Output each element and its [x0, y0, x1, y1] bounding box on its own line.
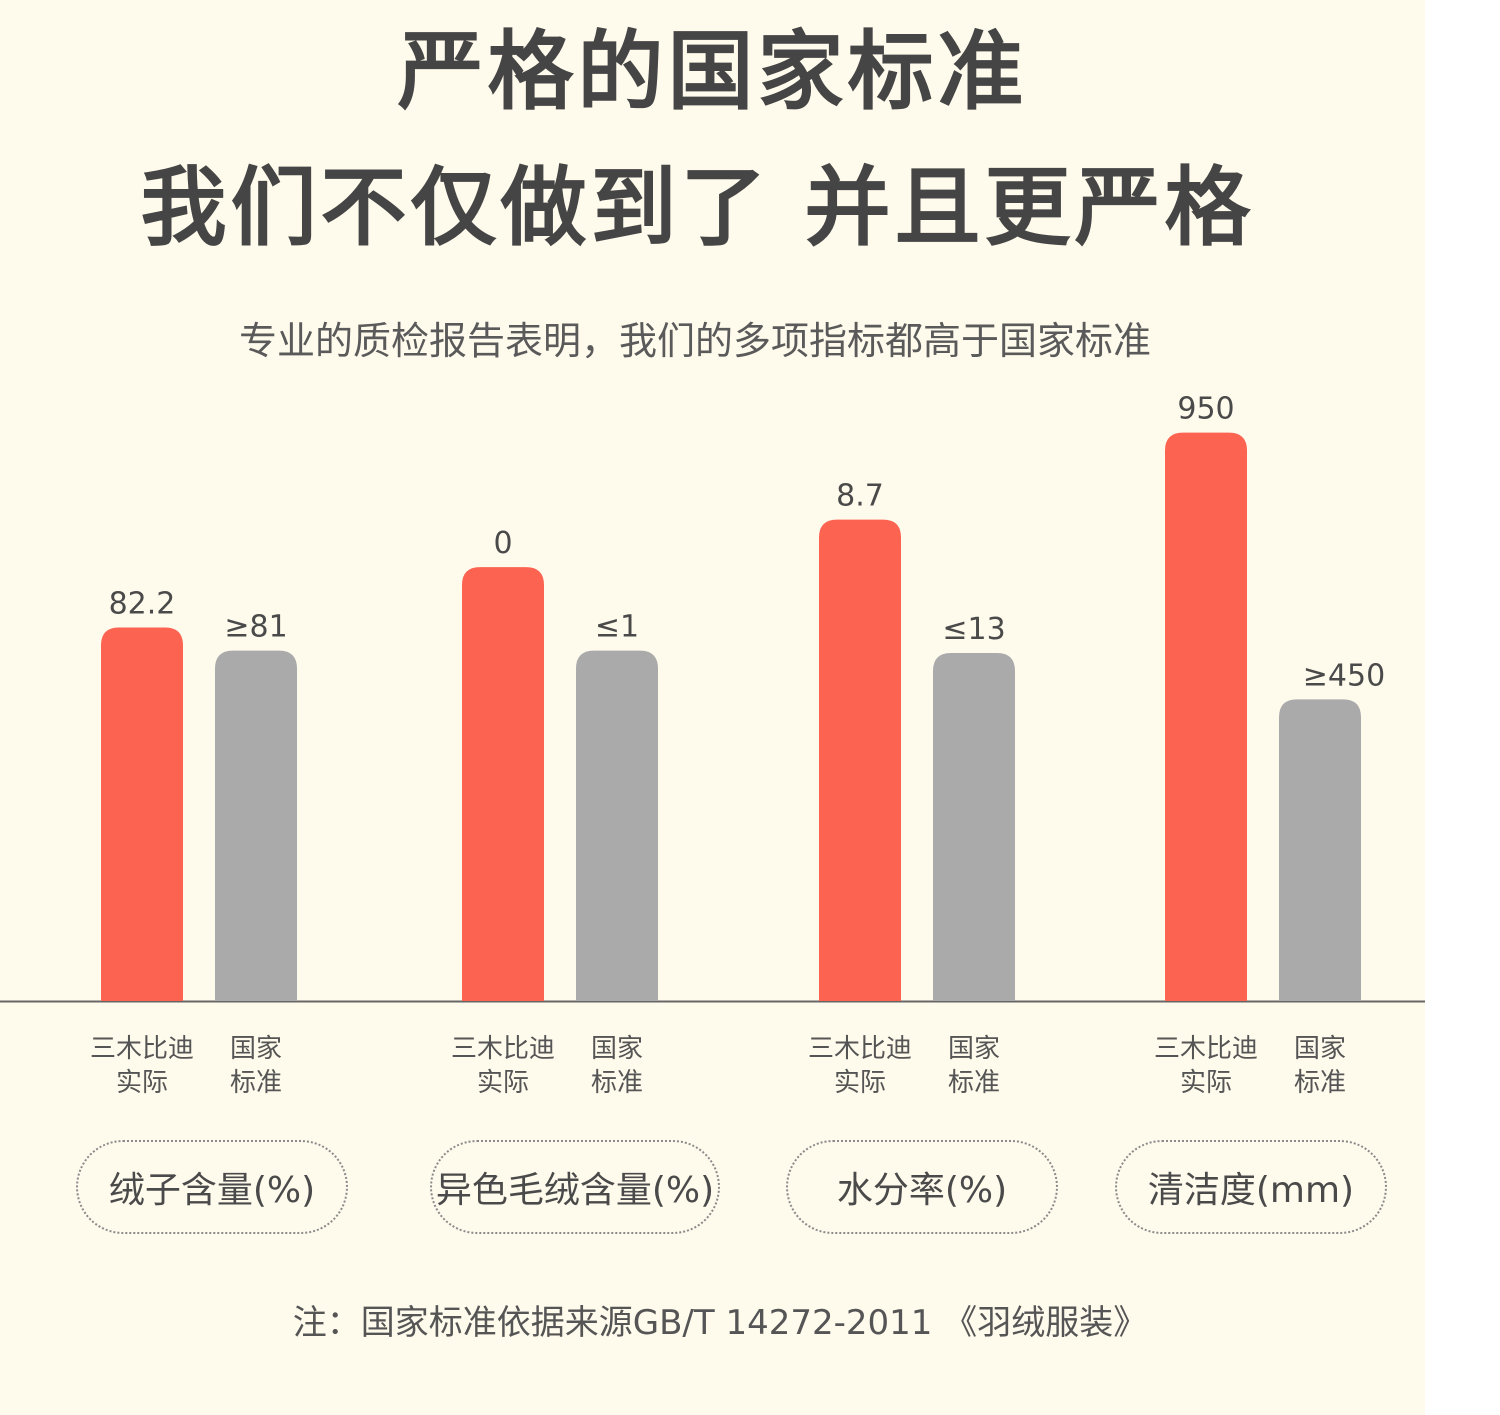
value-label-standard: ≥81 — [224, 610, 287, 645]
category-label: 清洁度(mm) — [1115, 1140, 1387, 1234]
bar-legend-actual: 三木比迪 实际 — [89, 1034, 194, 1098]
value-label-standard: ≥450 — [1303, 658, 1385, 693]
bar-actual — [819, 519, 901, 1001]
value-label-actual: 8.7 — [836, 479, 884, 514]
category-label: 异色毛绒含量(%) — [430, 1140, 720, 1234]
value-label-actual: 0 — [493, 526, 512, 561]
bar-legend-standard: 国家 标准 — [947, 1034, 1000, 1098]
category-label: 绒子含量(%) — [76, 1140, 348, 1234]
bar-standard — [576, 650, 658, 1001]
bar-standard — [1279, 699, 1361, 1001]
subtitle: 专业的质检报告表明，我们的多项指标都高于国家标准 — [238, 319, 1151, 363]
bar-legend-standard: 国家 标准 — [1293, 1034, 1346, 1098]
bar-actual — [101, 627, 183, 1001]
bar-chart: 82.2 ≥81 0 ≤1 8.7 ≤13 950 ≥450 — [0, 392, 1425, 1003]
title-line-2: 我们不仅做到了 并且更严格 — [140, 158, 1255, 258]
bar-standard — [215, 650, 297, 1001]
source-note: 注：国家标准依据来源GB/T 14272-2011 《羽绒服装》 — [292, 1303, 1148, 1343]
bar-standard — [933, 653, 1015, 1001]
bar-legend-actual: 三木比迪 实际 — [1153, 1034, 1258, 1098]
bar-legend-actual: 三木比迪 实际 — [807, 1034, 912, 1098]
bar-legend-standard: 国家 标准 — [229, 1034, 282, 1098]
value-label-standard: ≤13 — [942, 612, 1005, 647]
bar-legend-standard: 国家 标准 — [590, 1034, 643, 1098]
category-label: 水分率(%) — [786, 1140, 1058, 1234]
bar-actual — [1165, 432, 1247, 1002]
value-label-actual: 82.2 — [109, 586, 176, 621]
value-label-standard: ≤1 — [595, 610, 639, 645]
infographic-canvas: 严格的国家标准 我们不仅做到了 并且更严格 专业的质检报告表明，我们的多项指标都… — [0, 0, 1425, 1415]
value-label-actual: 950 — [1177, 392, 1234, 427]
bar-actual — [462, 567, 544, 1001]
title-line-1: 严格的国家标准 — [397, 22, 1028, 122]
bar-legend-actual: 三木比迪 实际 — [450, 1034, 555, 1098]
